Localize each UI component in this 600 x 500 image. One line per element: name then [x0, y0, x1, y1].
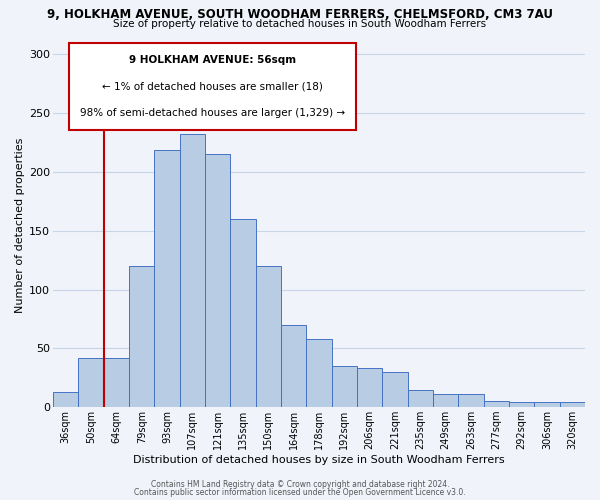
Bar — [307, 339, 332, 407]
Text: Size of property relative to detached houses in South Woodham Ferrers: Size of property relative to detached ho… — [113, 19, 487, 29]
Bar — [484, 402, 509, 407]
Bar — [256, 266, 281, 407]
X-axis label: Distribution of detached houses by size in South Woodham Ferrers: Distribution of detached houses by size … — [133, 455, 505, 465]
Text: 9 HOLKHAM AVENUE: 56sqm: 9 HOLKHAM AVENUE: 56sqm — [129, 55, 296, 65]
Text: ← 1% of detached houses are smaller (18): ← 1% of detached houses are smaller (18) — [102, 82, 323, 92]
Bar — [357, 368, 382, 407]
Bar — [535, 402, 560, 407]
Bar — [433, 394, 458, 407]
Bar — [281, 325, 307, 407]
Bar — [154, 150, 180, 407]
Text: Contains HM Land Registry data © Crown copyright and database right 2024.: Contains HM Land Registry data © Crown c… — [151, 480, 449, 489]
Bar — [180, 134, 205, 407]
Bar — [458, 394, 484, 407]
Bar — [407, 390, 433, 407]
Text: 9, HOLKHAM AVENUE, SOUTH WOODHAM FERRERS, CHELMSFORD, CM3 7AU: 9, HOLKHAM AVENUE, SOUTH WOODHAM FERRERS… — [47, 8, 553, 20]
Bar — [332, 366, 357, 407]
Y-axis label: Number of detached properties: Number of detached properties — [15, 137, 25, 312]
Bar — [79, 358, 104, 407]
Bar — [205, 154, 230, 407]
Bar — [129, 266, 154, 407]
Text: 98% of semi-detached houses are larger (1,329) →: 98% of semi-detached houses are larger (… — [80, 108, 345, 118]
Bar — [560, 402, 585, 407]
Bar — [104, 358, 129, 407]
Bar — [230, 219, 256, 407]
Text: Contains public sector information licensed under the Open Government Licence v3: Contains public sector information licen… — [134, 488, 466, 497]
Bar — [382, 372, 407, 407]
Bar — [509, 402, 535, 407]
Bar — [53, 392, 79, 407]
